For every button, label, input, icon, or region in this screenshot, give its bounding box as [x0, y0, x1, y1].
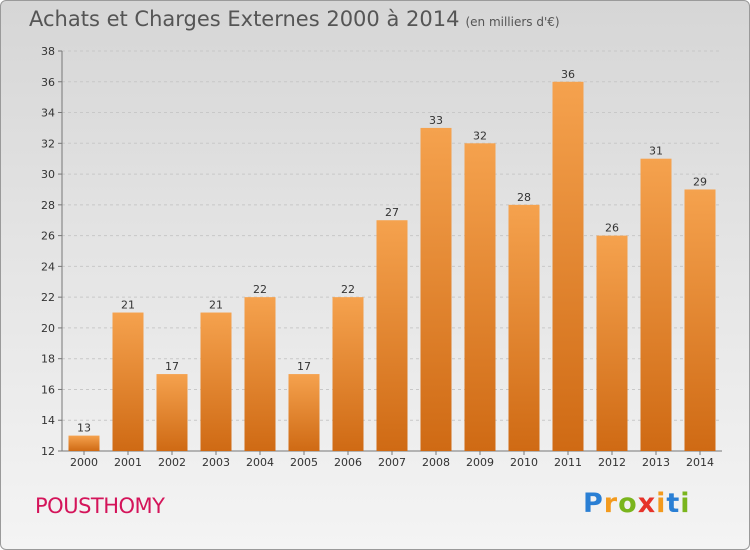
- value-label: 33: [429, 114, 443, 127]
- x-tick-label: 2001: [114, 456, 142, 469]
- y-tick-label: 22: [41, 291, 55, 304]
- value-label: 22: [341, 283, 355, 296]
- label-layer: 13 21 17 21 22 17 22 27 33 32 28 36 26 31 29: [77, 68, 707, 435]
- bar-2002: [156, 374, 188, 451]
- x-tick-label: 2006: [334, 456, 362, 469]
- title-text: Achats et Charges Externes 2000 à 2014: [29, 7, 460, 31]
- x-tick-label: 2011: [554, 456, 582, 469]
- value-label: 17: [297, 360, 311, 373]
- x-tick-label: 2012: [598, 456, 626, 469]
- y-tick-label: 20: [41, 322, 55, 335]
- logo-letter: x: [637, 488, 657, 519]
- bar-2008: [420, 127, 452, 451]
- y-tick-label: 14: [41, 414, 55, 427]
- y-tick-label: 34: [41, 107, 55, 120]
- logo-letter: P: [583, 488, 604, 519]
- bar-2006: [332, 297, 364, 451]
- proxiti-logo: Proxiti: [583, 488, 691, 519]
- commune-name: POUSTHOMY: [35, 494, 165, 518]
- logo-letter: o: [618, 488, 638, 519]
- x-tick-label: 2014: [686, 456, 714, 469]
- y-tick-label: 38: [41, 45, 55, 58]
- value-label: 32: [473, 129, 487, 142]
- value-label: 13: [77, 422, 91, 435]
- bar-2010: [508, 204, 540, 451]
- value-label: 17: [165, 360, 179, 373]
- bar-2007: [376, 220, 408, 451]
- chart-title: Achats et Charges Externes 2000 à 2014 (e…: [29, 7, 560, 31]
- y-tick-label: 24: [41, 260, 55, 273]
- x-tick-label: 2005: [290, 456, 318, 469]
- y-tick-label: 16: [41, 383, 55, 396]
- x-tick-label: 2000: [70, 456, 98, 469]
- value-label: 21: [209, 299, 223, 312]
- x-tick-label: 2002: [158, 456, 186, 469]
- value-label: 36: [561, 68, 575, 81]
- x-tick-label: 2013: [642, 456, 670, 469]
- value-label: 26: [605, 222, 619, 235]
- bar-layer: [68, 81, 716, 452]
- y-tick-label: 32: [41, 137, 55, 150]
- x-tick-label: 2004: [246, 456, 274, 469]
- value-label: 27: [385, 206, 399, 219]
- value-label: 21: [121, 299, 135, 312]
- y-tick-label: 28: [41, 199, 55, 212]
- y-tick-label: 26: [41, 230, 55, 243]
- y-tick-label: 36: [41, 76, 55, 89]
- logo-letter: t: [666, 488, 681, 519]
- logo-letter: i: [656, 488, 667, 519]
- bar-2012: [596, 235, 628, 451]
- chart-subtitle: (en milliers d'€): [465, 15, 560, 29]
- value-label: 29: [693, 175, 707, 188]
- x-tick-label: 2009: [466, 456, 494, 469]
- bar-2013: [640, 158, 672, 451]
- x-tick-label: 2010: [510, 456, 538, 469]
- y-tick-label: 18: [41, 353, 55, 366]
- bar-2014: [684, 189, 716, 451]
- bar-2000: [68, 435, 100, 451]
- bar-2003: [200, 312, 232, 451]
- x-tick-label: 2007: [378, 456, 406, 469]
- bar-2004: [244, 297, 276, 451]
- y-tick-label: 12: [41, 445, 55, 458]
- value-label: 31: [649, 145, 663, 158]
- logo-letter: r: [603, 488, 619, 519]
- bar-2005: [288, 374, 320, 451]
- bar-2009: [464, 143, 496, 452]
- y-tick-label: 30: [41, 168, 55, 181]
- logo-letter: i: [680, 488, 691, 519]
- bar-2011: [552, 81, 584, 452]
- value-label: 28: [517, 191, 531, 204]
- value-label: 22: [253, 283, 267, 296]
- x-tick-label: 2008: [422, 456, 450, 469]
- bar-2001: [112, 312, 144, 451]
- x-tick-label: 2003: [202, 456, 230, 469]
